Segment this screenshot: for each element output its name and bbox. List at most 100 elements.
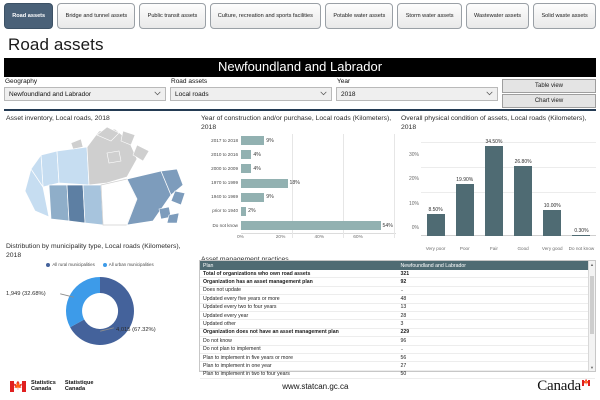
- gridline: [394, 134, 395, 238]
- map-title: Asset inventory, Local roads, 2018: [6, 115, 110, 122]
- asset-label: Road assets: [171, 78, 208, 85]
- canada-choropleth-map[interactable]: [4, 125, 196, 241]
- table-row[interactable]: Plan to implement in two to four years 50: [200, 370, 595, 380]
- tab-bridge-and-tunnel-assets[interactable]: Bridge and tunnel assets: [57, 3, 136, 29]
- hbar-fill: [241, 136, 265, 145]
- left-column: Asset inventory, Local roads, 2018: [4, 113, 196, 359]
- year-value: 2018: [341, 90, 356, 98]
- year-of-construction-chart[interactable]: 2017 to 2018 9% 2010 to 2016 4% 2000 to …: [199, 134, 396, 252]
- scroll-up-icon[interactable]: ▲: [590, 262, 594, 267]
- hbar-fill: [241, 221, 381, 231]
- table-row[interactable]: Plan to implement in one year 27: [200, 361, 595, 371]
- column-header-plan: Plan: [200, 261, 398, 270]
- hbar-category: 2000 to 2009: [211, 165, 238, 171]
- x-tick: 20%: [275, 235, 286, 241]
- legend-swatch-icon: [46, 262, 51, 267]
- table-header-row: Plan Newfoundland and Labrador: [200, 261, 595, 270]
- row-value: 229: [397, 328, 595, 338]
- tab-label: Storm water assets: [405, 12, 454, 19]
- table-row[interactable]: Total of organizations who own road asse…: [200, 270, 595, 279]
- hbar-track: 18%: [241, 177, 396, 190]
- table-row[interactable]: Organization has an asset management pla…: [200, 277, 595, 287]
- chart-view-button[interactable]: Chart view: [502, 94, 596, 108]
- x-tick: 0%: [237, 235, 244, 241]
- table-row[interactable]: Organization does not have an asset mana…: [200, 328, 595, 338]
- vcol-bars: 8.50% 19.90% 34.50% 26.80%: [421, 139, 596, 236]
- hbar-track: 2%: [241, 205, 396, 218]
- tab-storm-water-assets[interactable]: Storm water assets: [397, 3, 462, 29]
- table-scrollbar[interactable]: ▲ ▼: [588, 261, 595, 371]
- table-row[interactable]: Plan to implement in five years or more 5…: [200, 353, 595, 363]
- hbar-value: 18%: [289, 180, 300, 187]
- table-row[interactable]: Does not update..: [200, 286, 595, 296]
- tab-label: Potable water assets: [333, 12, 386, 19]
- vcol-item: 8.50%: [421, 142, 450, 236]
- asset-select[interactable]: Local roads: [170, 87, 332, 101]
- hbar-value: 2%: [248, 208, 256, 215]
- tab-culture-recreation-sports[interactable]: Culture, recreation and sports facilitie…: [209, 3, 322, 29]
- hbar-row: 1940 to 1969 9%: [199, 191, 396, 204]
- table-row[interactable]: Do not plan to implement..: [200, 345, 595, 354]
- middle-column: Year of construction and/or purchase, Lo…: [199, 113, 396, 359]
- row-label: Updated every five years or more: [200, 294, 398, 304]
- vcol-x-axis: Very poor Poor Fair Good Very good Do no…: [421, 246, 596, 251]
- gridline: [421, 167, 596, 168]
- table-row[interactable]: Updated every year 28: [200, 311, 595, 321]
- header-divider: [4, 109, 596, 111]
- table-row[interactable]: Updated every five years or more 48: [200, 294, 595, 304]
- axis-baseline: [421, 235, 596, 236]
- row-value: 13: [397, 303, 595, 312]
- donut-label-rural: 4,015 (67.32%): [116, 327, 156, 333]
- hbar-fill: [241, 206, 247, 216]
- table-row[interactable]: Updated every two to four years 13: [200, 303, 595, 312]
- donut-chart[interactable]: 1,949 (32.68%) 4,015 (67.32%): [4, 267, 196, 359]
- tab-potable-water-assets[interactable]: Potable water assets: [325, 3, 394, 29]
- asset-management-table[interactable]: Plan Newfoundland and Labrador Total of …: [199, 260, 596, 380]
- hbar-track: 4%: [241, 162, 396, 175]
- table-row[interactable]: Do not know 96: [200, 336, 595, 346]
- footer-url[interactable]: www.statcan.gc.ca: [282, 381, 349, 391]
- scroll-down-icon[interactable]: ▼: [590, 365, 594, 370]
- tab-road-assets[interactable]: Road assets: [4, 3, 54, 29]
- hbar-x-axis: 0% 20% 40% 60%: [237, 233, 396, 241]
- hbar-row: 1970 to 1999 18%: [199, 177, 396, 190]
- right-column: Overall physical condition of assets, Lo…: [399, 113, 598, 359]
- page-title: Road assets: [8, 35, 104, 54]
- hbar-track: 4%: [241, 148, 396, 161]
- row-label: Do not plan to implement: [200, 345, 398, 354]
- donut-title: Distribution by municipality type, Local…: [6, 243, 181, 259]
- physical-condition-chart[interactable]: 0% 10% 20% 30% 8.50% 19.90%: [399, 134, 598, 252]
- hbar-category: Do not know: [212, 222, 238, 228]
- row-label: Plan to implement in five years or more: [200, 353, 398, 363]
- year-select[interactable]: 2018: [336, 87, 498, 101]
- geography-select[interactable]: Newfoundland and Labrador: [4, 87, 166, 101]
- hbar-track: 54%: [241, 219, 396, 232]
- tab-public-transit-assets[interactable]: Public transit assets: [139, 3, 206, 29]
- gridline: [343, 134, 344, 238]
- hbar-value: 54%: [382, 222, 393, 229]
- row-value: 56: [397, 353, 595, 363]
- page-footer: 🍁 Statistics Canada Statistique Canada w…: [0, 372, 600, 400]
- x-tick: Very poor: [425, 245, 446, 251]
- legend-item-urban: All urban municipalities: [102, 262, 154, 267]
- statcan-fr-l1: Statistique: [64, 379, 94, 386]
- vcol-bar: [514, 166, 533, 236]
- view-toggle-group: Table view Chart view: [502, 78, 596, 108]
- chevron-down-icon: [320, 90, 327, 97]
- table-row[interactable]: Updated other 3: [200, 319, 595, 329]
- vcol-item: 10.00%: [538, 142, 567, 236]
- row-value: 27: [397, 361, 595, 371]
- legend-label: All urban municipalities: [108, 262, 154, 267]
- statcan-fr: Statistique Canada: [65, 380, 94, 393]
- hbar-category: 1970 to 1999: [211, 180, 238, 186]
- gridline: [421, 192, 596, 193]
- donut-legend: All rural municipalities All urban munic…: [4, 262, 196, 267]
- y-tick: 20%: [408, 176, 419, 182]
- tab-solid-waste-assets[interactable]: Solid waste assets: [533, 3, 596, 29]
- table-view-button[interactable]: Table view: [502, 79, 596, 93]
- asset-category-tabs: Road assets Bridge and tunnel assets Pub…: [0, 0, 600, 32]
- asset-filter: Road assets Local roads: [170, 78, 332, 101]
- scrollbar-thumb[interactable]: [590, 276, 594, 334]
- tab-wastewater-assets[interactable]: Wastewater assets: [465, 3, 530, 29]
